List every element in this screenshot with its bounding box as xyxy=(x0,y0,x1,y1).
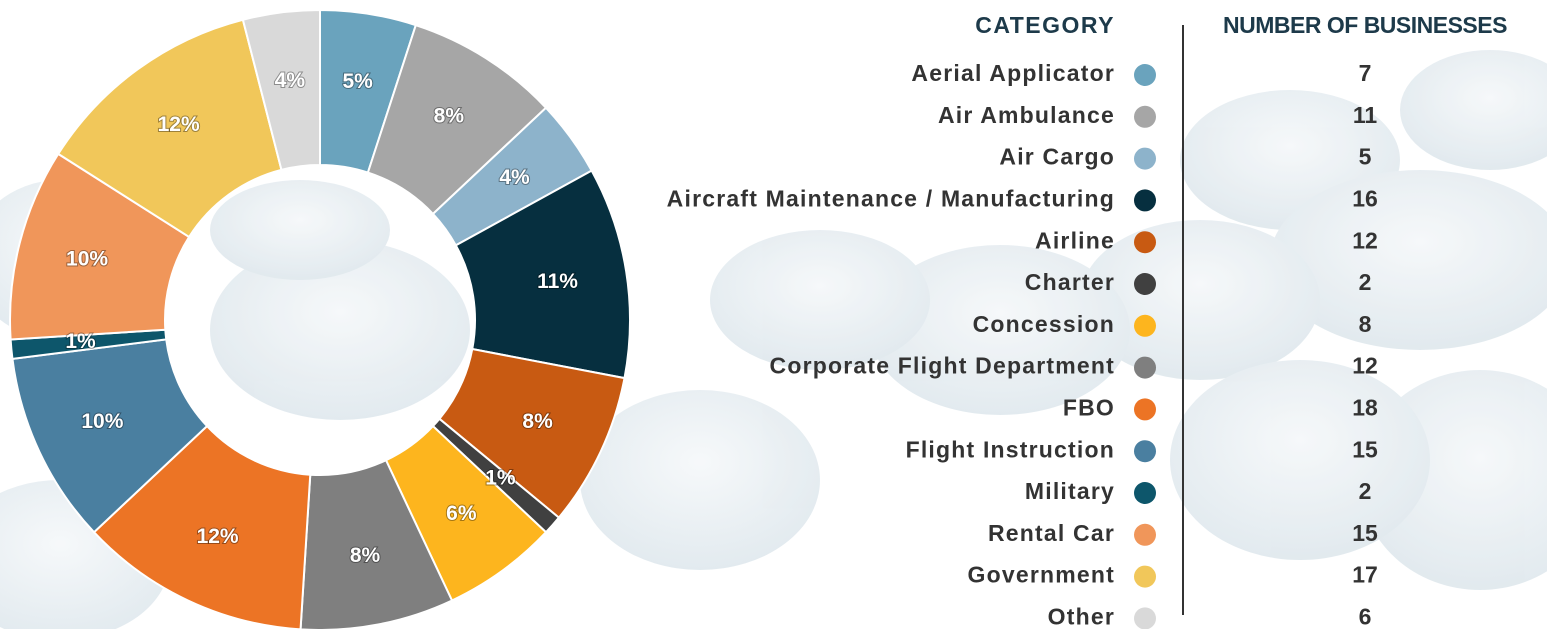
business-count: 8 xyxy=(1359,311,1372,337)
legend-label: Government xyxy=(968,562,1115,588)
slice-label: 5% xyxy=(342,70,373,93)
legend-dot xyxy=(1134,524,1156,546)
legend-label: Concession xyxy=(973,311,1115,337)
legend-dot xyxy=(1134,566,1156,588)
slice-label: 4% xyxy=(275,69,306,92)
legend-label: FBO xyxy=(1063,394,1115,420)
legend-label: Air Cargo xyxy=(999,144,1115,170)
legend-dot xyxy=(1134,273,1156,295)
legend-dot xyxy=(1134,607,1156,629)
business-count: 7 xyxy=(1359,60,1372,86)
slice-label: 11% xyxy=(537,270,578,293)
business-count: 15 xyxy=(1352,436,1378,462)
legend-dot xyxy=(1134,398,1156,420)
count-header: NUMBER OF BUSINESSES xyxy=(1223,12,1507,38)
slice-label: 10% xyxy=(81,410,123,433)
business-count: 6 xyxy=(1359,603,1372,629)
business-count: 12 xyxy=(1352,227,1378,253)
legend-label: Airline xyxy=(1035,227,1115,253)
legend-label: Charter xyxy=(1025,269,1115,295)
legend-label: Air Ambulance xyxy=(938,102,1115,128)
legend-label: Other xyxy=(1048,603,1115,629)
legend-dot xyxy=(1134,482,1156,504)
legend-label: Aerial Applicator xyxy=(911,60,1115,86)
legend-dot xyxy=(1134,148,1156,170)
legend-dot xyxy=(1134,189,1156,211)
legend-dot xyxy=(1134,231,1156,253)
slice-label: 4% xyxy=(499,166,530,189)
business-count: 16 xyxy=(1352,185,1378,211)
legend-label: Aircraft Maintenance / Manufacturing xyxy=(667,185,1115,211)
legend-label: Flight Instruction xyxy=(906,436,1115,462)
legend-dot xyxy=(1134,357,1156,379)
legend-label: Rental Car xyxy=(988,520,1115,546)
business-count: 18 xyxy=(1352,394,1378,420)
page: {"chart_data": {"type": "donut", "catego… xyxy=(0,0,1547,629)
business-count: 17 xyxy=(1352,562,1378,588)
legend-dot xyxy=(1134,64,1156,86)
legend-dot xyxy=(1134,440,1156,462)
slice-label: 6% xyxy=(446,502,477,525)
business-count: 5 xyxy=(1359,144,1372,170)
slice-label: 1% xyxy=(485,467,516,490)
business-count: 12 xyxy=(1352,353,1378,379)
business-count: 11 xyxy=(1353,102,1378,128)
slice-label: 10% xyxy=(66,248,108,271)
chart: CATEGORY NUMBER OF BUSINESSES 5% 8% 4% 11% 8… xyxy=(0,0,1547,629)
business-count: 2 xyxy=(1359,478,1372,504)
legend-dot xyxy=(1134,106,1156,128)
business-count: 15 xyxy=(1352,520,1378,546)
slice-label: 12% xyxy=(158,113,200,136)
slice-label: 8% xyxy=(522,410,553,433)
slice-label: 12% xyxy=(197,525,239,548)
slice-label: 8% xyxy=(350,544,381,567)
slice-label: 1% xyxy=(65,330,96,353)
slice-label: 8% xyxy=(434,104,465,127)
category-header: CATEGORY xyxy=(975,12,1115,38)
legend-label: Military xyxy=(1025,478,1115,504)
legend-label: Corporate Flight Department xyxy=(770,353,1115,379)
business-count: 2 xyxy=(1359,269,1372,295)
legend-dot xyxy=(1134,315,1156,337)
